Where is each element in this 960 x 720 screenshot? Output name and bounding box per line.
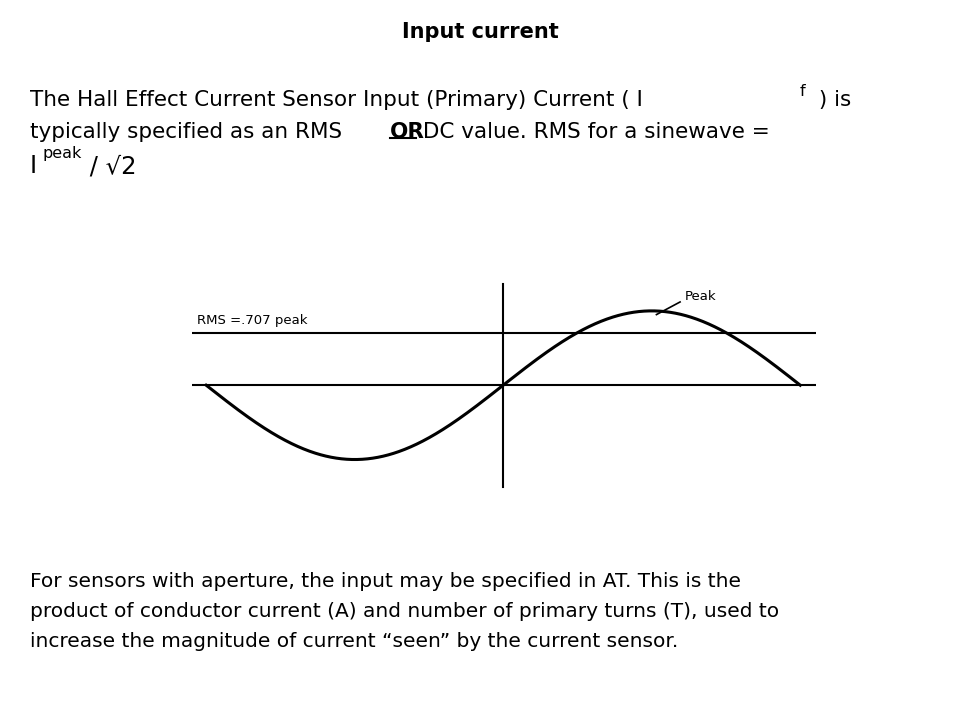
Text: increase the magnitude of current “seen” by the current sensor.: increase the magnitude of current “seen”… <box>30 632 679 651</box>
Text: peak: peak <box>43 146 83 161</box>
Text: product of conductor current (A) and number of primary turns (T), used to: product of conductor current (A) and num… <box>30 602 780 621</box>
Text: DC value. RMS for a sinewave =: DC value. RMS for a sinewave = <box>416 122 770 142</box>
Text: / √2: / √2 <box>82 154 136 178</box>
Text: For sensors with aperture, the input may be specified in AT. This is the: For sensors with aperture, the input may… <box>30 572 741 591</box>
Text: typically specified as an RMS: typically specified as an RMS <box>30 122 349 142</box>
Text: ) is: ) is <box>812 90 852 110</box>
Text: RMS =.707 peak: RMS =.707 peak <box>197 314 307 327</box>
Text: The Hall Effect Current Sensor Input (Primary) Current ( I: The Hall Effect Current Sensor Input (Pr… <box>30 90 643 110</box>
Text: f: f <box>800 84 805 99</box>
Text: OR: OR <box>390 122 425 142</box>
Text: Input current: Input current <box>401 22 559 42</box>
Text: Peak: Peak <box>684 290 716 303</box>
Text: I: I <box>30 154 37 178</box>
